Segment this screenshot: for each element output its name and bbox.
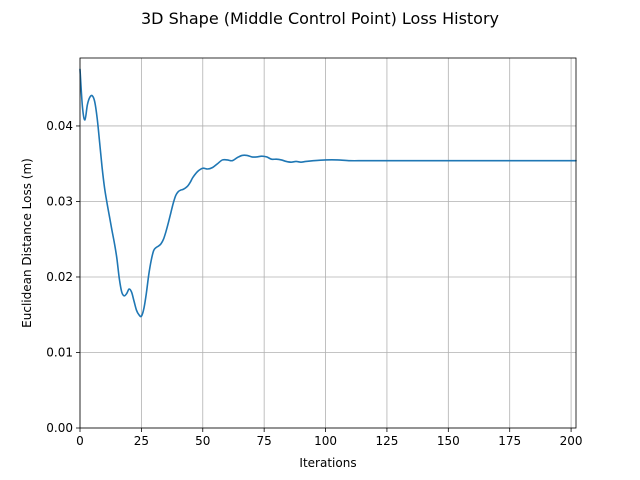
y-tick-label: 0.02	[46, 270, 73, 284]
grid	[79, 58, 576, 429]
x-tick-label: 50	[195, 434, 210, 448]
x-tick-label: 125	[375, 434, 398, 448]
y-tick-label: 0.04	[46, 119, 73, 133]
chart-title: 3D Shape (Middle Control Point) Loss His…	[141, 9, 499, 28]
series-layer	[79, 68, 577, 318]
plot-frame	[79, 57, 577, 429]
x-axis-label: Iterations	[299, 456, 356, 470]
x-tick-label: 25	[134, 434, 149, 448]
x-tick-label: 200	[560, 434, 583, 448]
y-tick-label: 0.01	[46, 345, 73, 359]
x-tick-label: 0	[76, 434, 84, 448]
x-tick-label: 150	[437, 434, 460, 448]
axis-ticks: 0 25 50 75 100 125 150 175 200 0.00 0.01 0.02 0.03 0.…	[46, 119, 582, 448]
y-tick-label: 0.00	[46, 421, 73, 435]
loss-series-line	[79, 68, 577, 318]
x-tick-label: 75	[257, 434, 272, 448]
y-tick-label: 0.03	[46, 194, 73, 208]
x-tick-label: 100	[314, 434, 337, 448]
x-tick-label: 175	[498, 434, 521, 448]
y-axis-label: Euclidean Distance Loss (m)	[20, 158, 34, 328]
